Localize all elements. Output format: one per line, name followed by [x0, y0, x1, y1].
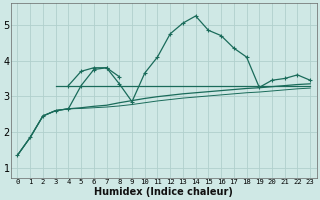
X-axis label: Humidex (Indice chaleur): Humidex (Indice chaleur)	[94, 187, 233, 197]
